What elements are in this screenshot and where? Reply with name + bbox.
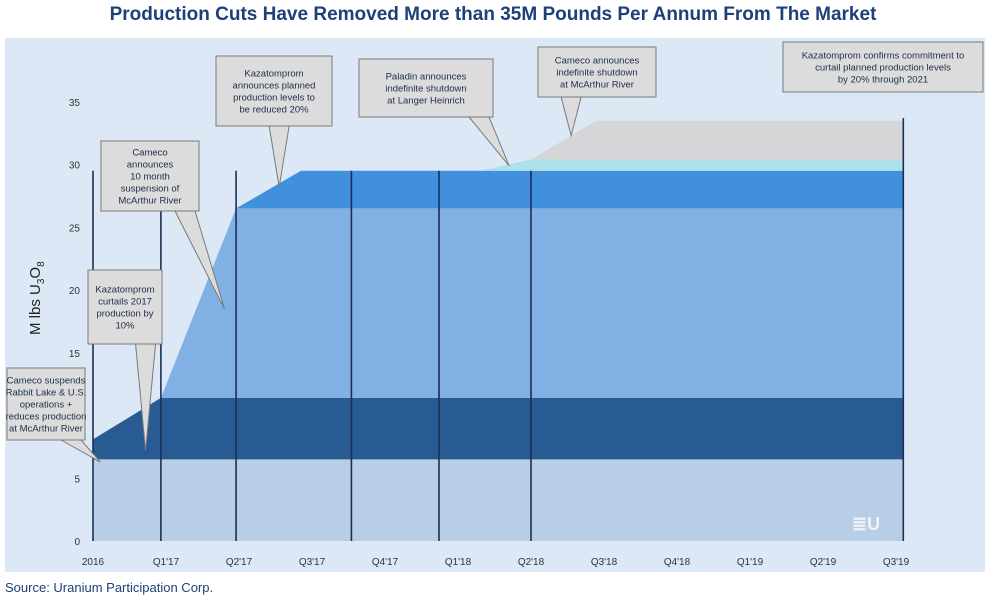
x-tick-label: Q1'17 bbox=[153, 557, 180, 568]
area-series-group bbox=[93, 120, 904, 541]
callout-box bbox=[358, 58, 494, 118]
callout-text-line: Kazatomprom confirms commitment to bbox=[802, 51, 965, 62]
callout-a7: Kazatomprom confirms commitment tocurtai… bbox=[782, 41, 984, 93]
callout-box bbox=[782, 41, 984, 93]
y-axis-label-mid: O bbox=[27, 267, 44, 279]
callout-text-line: Kazatomprom bbox=[244, 69, 303, 80]
x-tick-label: Q2'17 bbox=[226, 557, 253, 568]
x-tick-label: Q3'18 bbox=[591, 557, 618, 568]
callout-box bbox=[87, 269, 163, 345]
x-tick-label: Q2'19 bbox=[810, 557, 837, 568]
x-axis: 2016 Q1'17 Q2'17 Q3'17 Q4'17 Q1'18 Q2'18 Q3'18 Q… bbox=[82, 557, 910, 568]
x-tick-label: Q1'19 bbox=[737, 557, 764, 568]
area-series-3 bbox=[93, 208, 904, 440]
callout-text-line: at McArthur River bbox=[560, 80, 634, 91]
callout-text-line: curtails 2017 bbox=[98, 297, 152, 308]
y-axis-label-main: M lbs U bbox=[27, 284, 44, 335]
callout-text-line: 10% bbox=[115, 321, 135, 332]
callout-text-line: McArthur River bbox=[118, 196, 181, 207]
x-tick-label: 2016 bbox=[82, 557, 105, 568]
callout-text-line: production levels to bbox=[233, 93, 315, 104]
area-series-2 bbox=[93, 397, 904, 460]
y-tick-label: 35 bbox=[69, 98, 81, 109]
callout-text-line: announces bbox=[127, 160, 174, 171]
callout-text-line: Cameco bbox=[132, 148, 167, 159]
y-tick-label: 25 bbox=[69, 223, 81, 234]
y-axis-label-sub1: 3 bbox=[36, 278, 47, 284]
callout-text-line: Kazatomprom bbox=[95, 285, 154, 296]
y-tick-label: 15 bbox=[69, 349, 81, 360]
area-series-6 bbox=[531, 120, 904, 160]
y-axis-label-sub2: 8 bbox=[36, 261, 47, 267]
callout-text-line: indefinite shutdown bbox=[385, 84, 466, 95]
x-tick-label: Q3'19 bbox=[883, 557, 910, 568]
event-lines-group bbox=[92, 118, 905, 541]
y-tick-label: 20 bbox=[69, 286, 81, 297]
x-tick-label: Q1'18 bbox=[445, 557, 472, 568]
watermark-logo: ≣U bbox=[852, 514, 880, 534]
area-series-4 bbox=[236, 170, 904, 209]
callout-text-line: production by bbox=[96, 309, 153, 320]
callout-text-line: Cameco announces bbox=[555, 56, 640, 67]
callout-text-line: by 20% through 2021 bbox=[838, 75, 928, 86]
callout-text-line: be reduced 20% bbox=[239, 105, 309, 116]
callout-box bbox=[215, 55, 333, 127]
y-tick-label: 0 bbox=[74, 537, 80, 548]
callout-box bbox=[100, 140, 200, 212]
callout-text-line: announces planned bbox=[233, 81, 316, 92]
x-tick-label: Q4'18 bbox=[664, 557, 691, 568]
y-axis-label: M lbs U3O8 bbox=[27, 261, 47, 335]
callout-text-line: at Langer Heinrich bbox=[387, 96, 465, 107]
x-tick-label: Q4'17 bbox=[372, 557, 399, 568]
x-tick-label: Q3'17 bbox=[299, 557, 326, 568]
callout-text-line: operations + bbox=[20, 400, 73, 411]
callout-text-line: Cameco suspends bbox=[7, 376, 86, 387]
x-tick-label: Q2'18 bbox=[518, 557, 545, 568]
callout-box bbox=[537, 46, 657, 98]
callout-text-line: reduces production bbox=[6, 412, 87, 423]
chart-title: Production Cuts Have Removed More than 3… bbox=[109, 4, 877, 25]
source-note: Source: Uranium Participation Corp. bbox=[5, 580, 214, 595]
callout-text-line: indefinite shutdown bbox=[556, 68, 637, 79]
callout-text-line: Rabbit Lake & U.S. bbox=[6, 388, 87, 399]
area-series-1 bbox=[93, 459, 904, 541]
callout-text-line: at McArthur River bbox=[9, 424, 83, 435]
callout-text-line: 10 month bbox=[130, 172, 170, 183]
area-series-5 bbox=[479, 159, 904, 171]
y-tick-label: 5 bbox=[74, 474, 80, 485]
callout-text-line: suspension of bbox=[121, 184, 180, 195]
callout-text-line: curtail planned production levels bbox=[815, 63, 951, 74]
callout-box bbox=[6, 367, 86, 441]
callout-text-line: Paladin announces bbox=[386, 72, 467, 83]
y-tick-label: 30 bbox=[69, 161, 81, 172]
